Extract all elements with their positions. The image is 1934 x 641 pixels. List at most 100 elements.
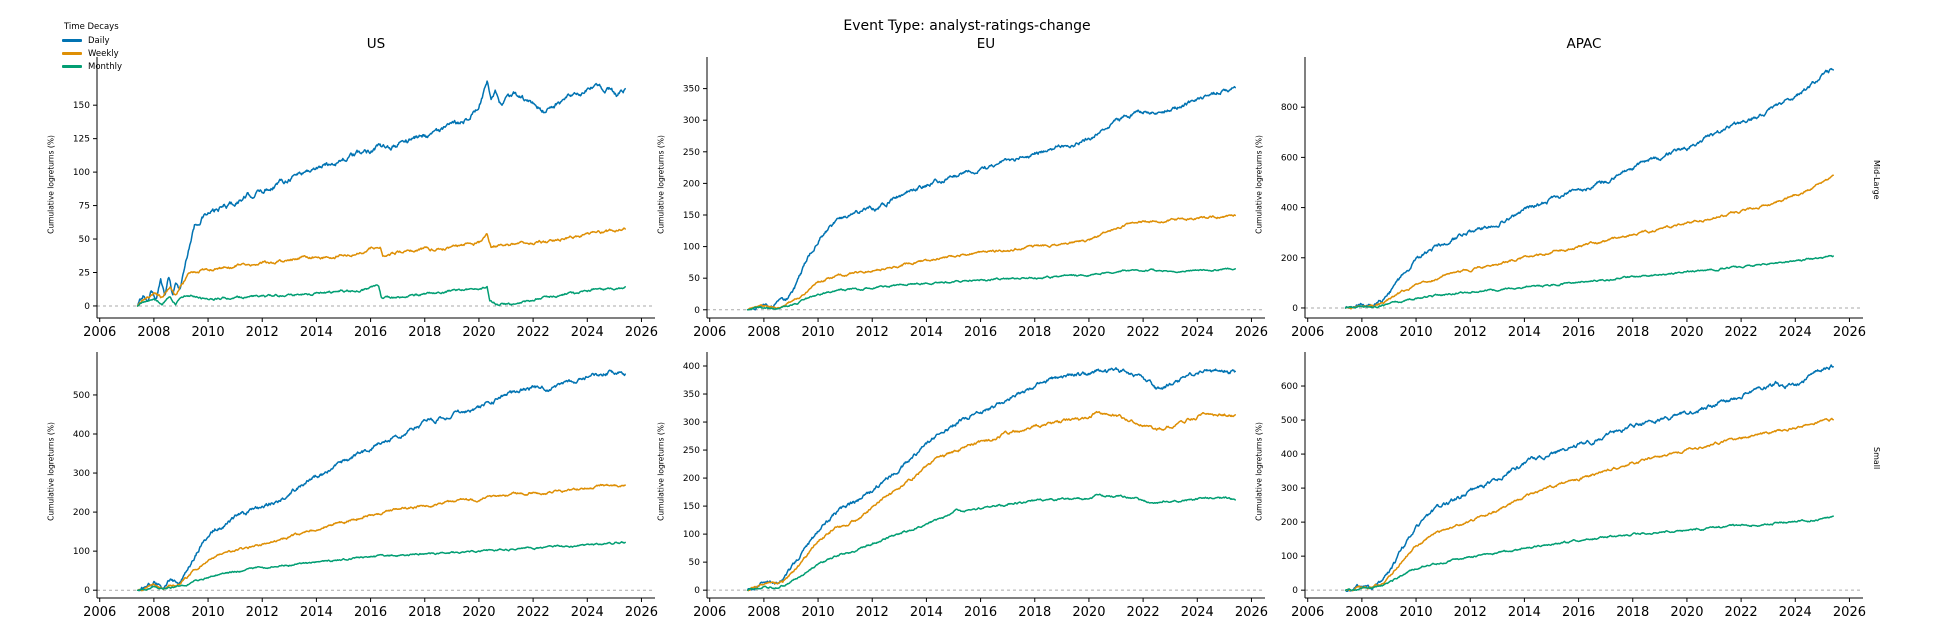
legend-entry-weekly: Weekly [62, 47, 122, 60]
legend-label-weekly: Weekly [88, 48, 119, 59]
y-tick-label: 400 [1281, 450, 1298, 460]
subplot-us-small: 2006 2008 2010 2012 2014 2016 2018 2020 2022 2024… [73, 352, 658, 620]
x-tick-label: 2022 [1725, 325, 1758, 340]
weekly-line-swatch [62, 52, 82, 55]
x-tick-label: 2014 [910, 325, 943, 340]
line-daily [1344, 67, 1834, 309]
y-tick-label: 0 [1292, 586, 1298, 596]
y-tick-label: 500 [1281, 416, 1298, 426]
y-tick-label: 150 [683, 211, 700, 221]
x-tick-label: 2018 [1018, 325, 1051, 340]
x-tick-label: 2022 [1127, 325, 1160, 340]
y-tick-label: 300 [683, 116, 700, 126]
x-tick-label: 2016 [964, 605, 997, 620]
x-tick-label: 2024 [1779, 325, 1812, 340]
y-tick-label: 50 [79, 235, 91, 245]
line-weekly [136, 227, 626, 307]
y-tick-label: 400 [1281, 204, 1298, 214]
x-tick-label: 2022 [517, 605, 550, 620]
y-tick-label: 200 [683, 474, 700, 484]
x-tick-label: 2020 [462, 605, 495, 620]
x-tick-label: 2014 [910, 605, 943, 620]
subplot-eu-small: 2006 2008 2010 2012 2014 2016 2018 2020 2022 2024… [683, 352, 1268, 620]
line-monthly [1344, 515, 1834, 592]
x-tick-label: 2014 [300, 325, 333, 340]
x-tick-label: 2024 [571, 325, 604, 340]
subplot-us-mid-large: 2006 2008 2010 2012 2014 2016 2018 2020 2022 2024… [73, 57, 658, 340]
x-tick-label: 2006 [1291, 325, 1324, 340]
monthly-line-swatch [62, 65, 82, 68]
y-tick-label: 100 [1281, 552, 1298, 562]
subplot-title-us: US [366, 36, 386, 52]
y-tick-label: 0 [84, 586, 90, 596]
line-daily [746, 85, 1236, 311]
x-tick-label: 2016 [354, 605, 387, 620]
x-tick-label: 2006 [693, 605, 726, 620]
y-tick-label: 150 [73, 101, 90, 111]
x-tick-label: 2008 [1345, 325, 1378, 340]
figure-title: Event Type: analyst-ratings-change [843, 18, 1091, 34]
subplot-title-apac: APAC [1566, 36, 1602, 52]
daily-line-swatch [62, 39, 82, 42]
line-weekly [746, 410, 1236, 592]
y-tick-label: 150 [683, 502, 700, 512]
x-tick-label: 2006 [1291, 605, 1324, 620]
y-tick-label: 75 [79, 202, 90, 212]
y-tick-label: 250 [683, 148, 700, 158]
line-daily [1344, 364, 1834, 593]
y-tick-label: 500 [73, 391, 90, 401]
x-tick-label: 2010 [802, 325, 835, 340]
x-tick-label: 2010 [802, 605, 835, 620]
x-tick-label: 2014 [1508, 325, 1541, 340]
x-tick-label: 2008 [1345, 605, 1378, 620]
y-tick-label: 0 [1292, 304, 1298, 314]
y-tick-label: 250 [683, 446, 700, 456]
x-tick-label: 2022 [1725, 605, 1758, 620]
y-tick-label: 400 [73, 430, 90, 440]
legend: Time Decays Daily Weekly Monthly [62, 22, 122, 73]
y-tick-label: 600 [1281, 382, 1298, 392]
y-tick-label: 300 [683, 418, 700, 428]
x-tick-label: 2026 [1833, 325, 1866, 340]
line-monthly [746, 493, 1236, 591]
x-tick-label: 2012 [246, 325, 279, 340]
x-tick-label: 2024 [1181, 605, 1214, 620]
y-tick-label: 25 [79, 268, 90, 278]
legend-entry-monthly: Monthly [62, 60, 122, 73]
y-tick-label: 0 [84, 302, 90, 312]
x-tick-label: 2010 [192, 605, 225, 620]
legend-title: Time Decays [64, 22, 119, 32]
x-tick-label: 2018 [408, 605, 441, 620]
x-tick-label: 2008 [137, 325, 170, 340]
line-weekly [1344, 174, 1834, 310]
subplot-title-eu: EU [976, 36, 996, 52]
x-tick-label: 2008 [747, 605, 780, 620]
y-tick-label: 300 [1281, 484, 1298, 494]
line-daily [746, 367, 1236, 591]
line-weekly [1344, 417, 1834, 592]
x-tick-label: 2014 [1508, 605, 1541, 620]
y-tick-label: 350 [683, 390, 700, 400]
line-monthly [136, 284, 626, 307]
x-tick-label: 2020 [1670, 605, 1703, 620]
x-tick-label: 2012 [1454, 605, 1487, 620]
y-tick-label: 100 [683, 243, 700, 253]
x-tick-label: 2010 [1400, 605, 1433, 620]
x-tick-label: 2010 [1400, 325, 1433, 340]
x-tick-label: 2012 [856, 325, 889, 340]
x-tick-label: 2024 [571, 605, 604, 620]
y-tick-label: 100 [73, 547, 90, 557]
y-tick-label: 350 [683, 85, 700, 95]
x-tick-label: 2024 [1181, 325, 1214, 340]
line-daily [136, 369, 626, 592]
y-tick-label: 600 [1281, 153, 1298, 163]
x-tick-label: 2020 [1072, 605, 1105, 620]
y-tick-label: 0 [694, 586, 700, 596]
y-tick-label: 125 [73, 135, 90, 145]
y-tick-label: 400 [683, 362, 700, 372]
y-tick-label: 100 [73, 168, 90, 178]
y-tick-label: 800 [1281, 103, 1298, 113]
x-tick-label: 2006 [693, 325, 726, 340]
x-tick-label: 2026 [625, 605, 658, 620]
